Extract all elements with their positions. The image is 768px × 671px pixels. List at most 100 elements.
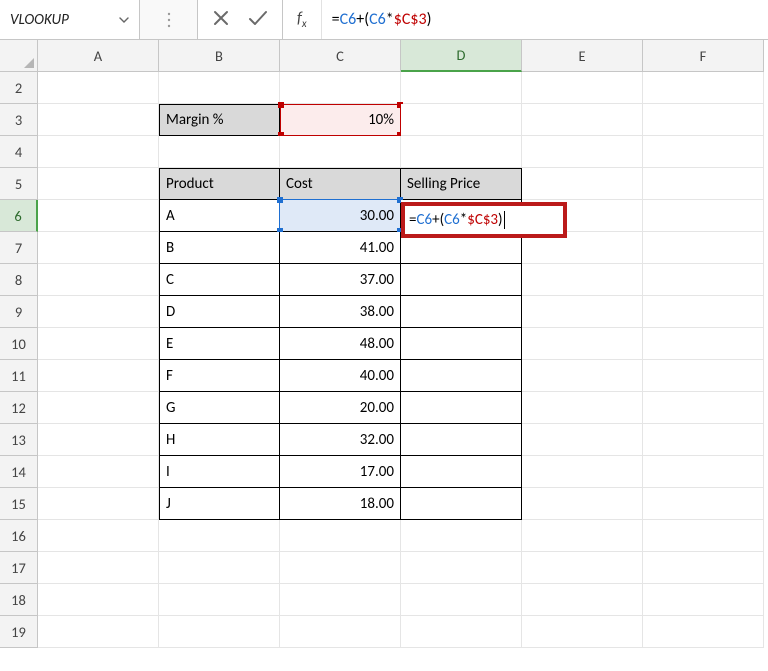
cell-F17[interactable]: [643, 552, 764, 584]
cell-D3[interactable]: [401, 104, 522, 136]
cell-E16[interactable]: [522, 520, 643, 552]
table-row-cost[interactable]: 20.00: [280, 392, 401, 424]
cell-E2[interactable]: [522, 72, 643, 104]
row-header-3[interactable]: 3: [0, 104, 38, 136]
cell-B16[interactable]: [159, 520, 280, 552]
table-row-cost[interactable]: 32.00: [280, 424, 401, 456]
cell-F14[interactable]: [643, 456, 764, 488]
cell-E15[interactable]: [522, 488, 643, 520]
cell-F19[interactable]: [643, 616, 764, 648]
row-header-6[interactable]: 6: [0, 200, 38, 232]
table-row-product[interactable]: A: [159, 200, 280, 232]
cell-E17[interactable]: [522, 552, 643, 584]
column-header-C[interactable]: C: [280, 40, 401, 72]
cell-E18[interactable]: [522, 584, 643, 616]
fx-icon[interactable]: fx: [283, 0, 322, 39]
column-header-D[interactable]: D: [401, 40, 522, 72]
table-row-selling[interactable]: [401, 392, 522, 424]
cell-E5[interactable]: [522, 168, 643, 200]
cell-E3[interactable]: [522, 104, 643, 136]
cell-A11[interactable]: [38, 360, 159, 392]
cell-A15[interactable]: [38, 488, 159, 520]
cell-A10[interactable]: [38, 328, 159, 360]
cell-E4[interactable]: [522, 136, 643, 168]
table-row-cost[interactable]: 38.00: [280, 296, 401, 328]
cell-E11[interactable]: [522, 360, 643, 392]
cell-F13[interactable]: [643, 424, 764, 456]
margin-label[interactable]: Margin %: [159, 104, 280, 136]
cell-A5[interactable]: [38, 168, 159, 200]
row-header-4[interactable]: 4: [0, 136, 38, 168]
cell-A3[interactable]: [38, 104, 159, 136]
column-header-F[interactable]: F: [643, 40, 764, 72]
table-row-product[interactable]: H: [159, 424, 280, 456]
cell-A8[interactable]: [38, 264, 159, 296]
table-row-selling[interactable]: [401, 264, 522, 296]
cell-F11[interactable]: [643, 360, 764, 392]
row-header-18[interactable]: 18: [0, 584, 38, 616]
row-header-12[interactable]: 12: [0, 392, 38, 424]
cell-F15[interactable]: [643, 488, 764, 520]
cell-E14[interactable]: [522, 456, 643, 488]
table-row-product[interactable]: F: [159, 360, 280, 392]
table-row-product[interactable]: J: [159, 488, 280, 520]
column-header-A[interactable]: A: [38, 40, 159, 72]
table-row-cost[interactable]: 37.00: [280, 264, 401, 296]
cell-A19[interactable]: [38, 616, 159, 648]
cell-A14[interactable]: [38, 456, 159, 488]
table-row-product[interactable]: C: [159, 264, 280, 296]
cell-C19[interactable]: [280, 616, 401, 648]
row-header-8[interactable]: 8: [0, 264, 38, 296]
row-header-14[interactable]: 14: [0, 456, 38, 488]
row-header-10[interactable]: 10: [0, 328, 38, 360]
cell-E13[interactable]: [522, 424, 643, 456]
table-row-selling[interactable]: [401, 328, 522, 360]
row-header-7[interactable]: 7: [0, 232, 38, 264]
cell-A6[interactable]: [38, 200, 159, 232]
row-header-17[interactable]: 17: [0, 552, 38, 584]
cell-F3[interactable]: [643, 104, 764, 136]
table-row-selling[interactable]: [401, 360, 522, 392]
cell-A12[interactable]: [38, 392, 159, 424]
row-header-2[interactable]: 2: [0, 72, 38, 104]
cell-C4[interactable]: [280, 136, 401, 168]
table-row-cost[interactable]: 18.00: [280, 488, 401, 520]
cell-B18[interactable]: [159, 584, 280, 616]
spreadsheet-grid[interactable]: ABCDEF23Margin %10%45ProductCostSelling …: [0, 40, 768, 648]
cell-editor-d6[interactable]: =C6+(C6*$C$3): [401, 202, 567, 238]
cell-E19[interactable]: [522, 616, 643, 648]
table-row-cost[interactable]: 48.00: [280, 328, 401, 360]
table-row-product[interactable]: D: [159, 296, 280, 328]
cell-C16[interactable]: [280, 520, 401, 552]
margin-value[interactable]: 10%: [280, 104, 401, 136]
cell-A16[interactable]: [38, 520, 159, 552]
cell-F5[interactable]: [643, 168, 764, 200]
table-row-cost[interactable]: 40.00: [280, 360, 401, 392]
cell-A18[interactable]: [38, 584, 159, 616]
cell-F7[interactable]: [643, 232, 764, 264]
cell-F6[interactable]: [643, 200, 764, 232]
cell-F18[interactable]: [643, 584, 764, 616]
formula-input[interactable]: =C6+(C6*$C$3): [322, 0, 768, 39]
table-row-product[interactable]: E: [159, 328, 280, 360]
row-header-5[interactable]: 5: [0, 168, 38, 200]
table-row-cost[interactable]: 30.00: [280, 200, 401, 232]
cell-F16[interactable]: [643, 520, 764, 552]
cell-D18[interactable]: [401, 584, 522, 616]
cell-E10[interactable]: [522, 328, 643, 360]
cell-F12[interactable]: [643, 392, 764, 424]
cell-E8[interactable]: [522, 264, 643, 296]
cell-F4[interactable]: [643, 136, 764, 168]
cell-F9[interactable]: [643, 296, 764, 328]
cell-B19[interactable]: [159, 616, 280, 648]
cell-D4[interactable]: [401, 136, 522, 168]
cell-C18[interactable]: [280, 584, 401, 616]
row-header-13[interactable]: 13: [0, 424, 38, 456]
column-header-E[interactable]: E: [522, 40, 643, 72]
select-all-corner[interactable]: [0, 40, 38, 72]
table-row-selling[interactable]: [401, 296, 522, 328]
table-row-product[interactable]: B: [159, 232, 280, 264]
cell-B17[interactable]: [159, 552, 280, 584]
cell-F8[interactable]: [643, 264, 764, 296]
cell-D2[interactable]: [401, 72, 522, 104]
